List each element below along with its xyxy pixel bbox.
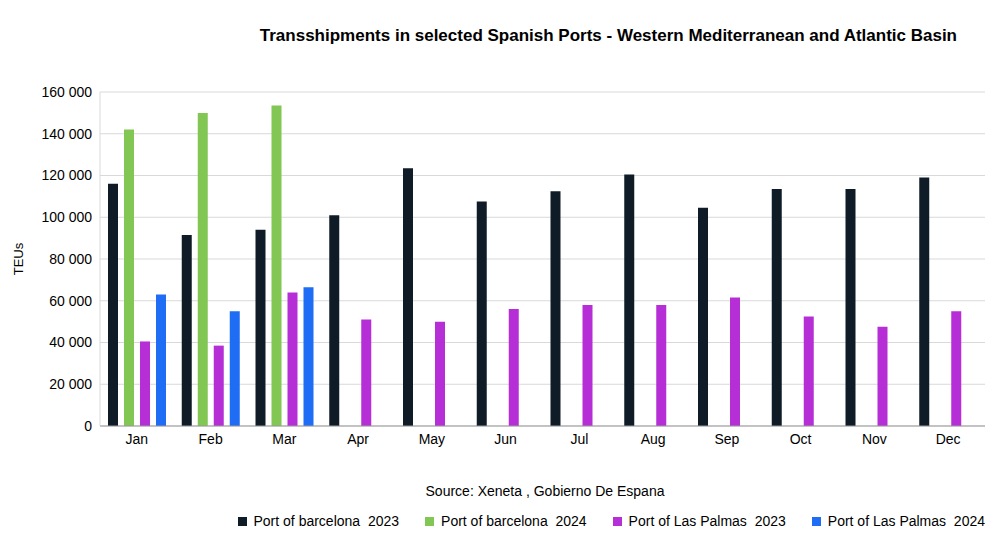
svg-text:120 000: 120 000 bbox=[41, 167, 92, 183]
html-text:Source: Xeneta , Gobierno De E: Source: Xeneta , Gobierno De Espana bbox=[425, 483, 665, 499]
html-text:Port of Las Palmas 2024: Port of Las Palmas 2024 bbox=[827, 513, 985, 529]
svg-text:Oct: Oct bbox=[790, 431, 812, 447]
svg-text:Mar: Mar bbox=[272, 431, 296, 447]
svg-text:Jan: Jan bbox=[126, 431, 149, 447]
svg-text:Feb: Feb bbox=[199, 431, 223, 447]
svg-text:TEUs: TEUs bbox=[11, 242, 26, 275]
svg-text:Jun: Jun bbox=[494, 431, 517, 447]
svg-text:40 000: 40 000 bbox=[49, 334, 92, 350]
svg-text:80 000: 80 000 bbox=[49, 251, 92, 267]
svg-text:Dec: Dec bbox=[936, 431, 961, 447]
html-text:Port of barcelona 2024: Port of barcelona 2024 bbox=[441, 513, 587, 529]
svg-text:Aug: Aug bbox=[641, 431, 666, 447]
svg-text:May: May bbox=[419, 431, 445, 447]
svg-text:Sep: Sep bbox=[714, 431, 739, 447]
svg-text:20 000: 20 000 bbox=[49, 376, 92, 392]
html-text:Transshipments in selected Spa: Transshipments in selected Spanish Ports… bbox=[259, 26, 957, 45]
svg-text:100 000: 100 000 bbox=[41, 209, 92, 225]
svg-text:60 000: 60 000 bbox=[49, 293, 92, 309]
svg-text:140 000: 140 000 bbox=[41, 126, 92, 142]
svg-text:Apr: Apr bbox=[347, 431, 369, 447]
svg-text:160 000: 160 000 bbox=[41, 84, 92, 100]
svg-text:Jul: Jul bbox=[570, 431, 588, 447]
html-text:Port of barcelona 2023: Port of barcelona 2023 bbox=[253, 513, 399, 529]
svg-text:Nov: Nov bbox=[862, 431, 887, 447]
svg-text:0: 0 bbox=[84, 418, 92, 434]
html-text:Port of Las Palmas 2023: Port of Las Palmas 2023 bbox=[628, 513, 786, 529]
